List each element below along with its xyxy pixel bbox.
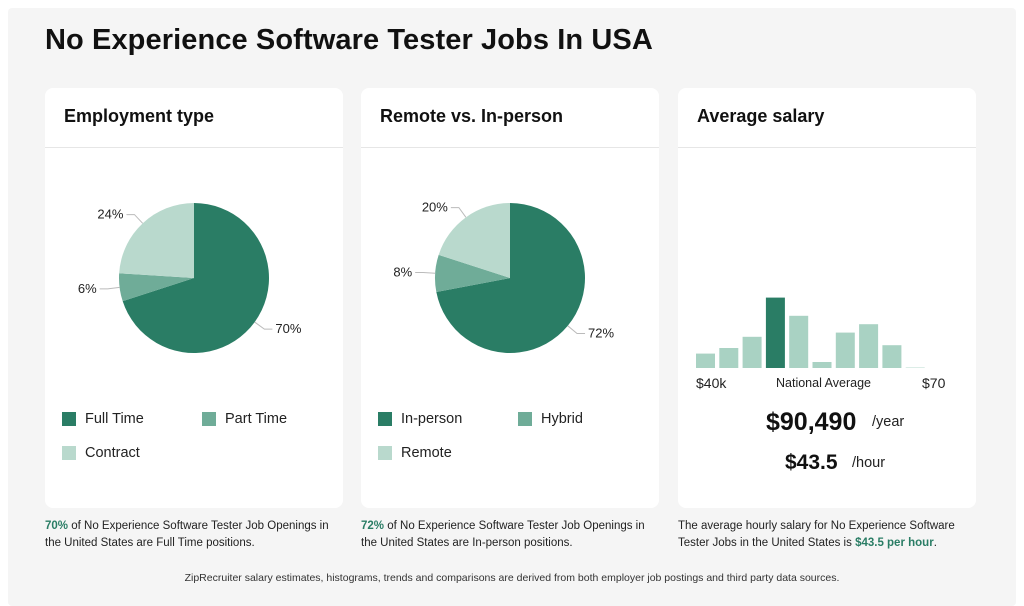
remote-leader-line-1 (415, 272, 436, 274)
legend-remote: Remote (378, 445, 452, 461)
histogram-bar-7 (859, 324, 879, 368)
contract-swatch (62, 446, 76, 460)
histogram-bar-0 (696, 353, 715, 368)
remote-data-label-1: 8% (393, 265, 412, 280)
remote-swatch (378, 446, 392, 460)
employment-slice-full-time (122, 203, 269, 353)
remote-slice-in-person (436, 203, 585, 353)
part-time-swatch (202, 412, 216, 426)
legend-part-time: Part Time (202, 411, 287, 427)
page-title: No Experience Software Tester Jobs In US… (45, 24, 653, 56)
average-salary-heading: Average salary (678, 88, 976, 148)
salary-histogram (696, 297, 925, 368)
remote-description-text: of No Experience Software Tester Job Ope… (361, 520, 645, 549)
histogram-bar-8 (882, 345, 902, 368)
legend-hybrid-label: Hybrid (541, 411, 583, 427)
employment-slice-contract (119, 203, 194, 278)
remote-description-highlight: 72% (361, 520, 385, 532)
yearly-salary-unit: /year (872, 414, 905, 430)
remote-data-label-0: 72% (588, 325, 614, 340)
legend-contract-label: Contract (85, 445, 140, 461)
histogram-bar-4 (789, 315, 809, 368)
histogram-bar-2 (742, 336, 762, 368)
footer-note: ZipRecruiter salary estimates, histogram… (184, 572, 840, 584)
employment-description: 70% of No Experience Software Tester Job… (45, 518, 345, 552)
hourly-salary-unit: /hour (852, 455, 886, 471)
histogram-bar-1 (719, 348, 739, 368)
histogram-mid-label: National Average (776, 376, 871, 390)
legend-full-time: Full Time (62, 411, 144, 427)
employment-leader-line-1 (99, 286, 120, 290)
employment-data-label-2: 24% (97, 207, 123, 222)
legend-full-time-label: Full Time (85, 411, 144, 427)
remote-slice-remote (438, 203, 510, 278)
employment-type-pie-chart: 70% 6% 24% (78, 203, 302, 353)
employment-type-card: Employment type 70% 6% 24% Full Time Part … (45, 88, 343, 508)
salary-description-text: The average hourly salary for No Experie… (678, 520, 955, 549)
remote-vs-inperson-heading: Remote vs. In-person (361, 88, 659, 148)
full-time-swatch (62, 412, 76, 426)
average-salary-card: Average salary $40k National Average $70… (678, 88, 976, 508)
remote-leader-line-0 (567, 325, 586, 334)
legend-part-time-label: Part Time (225, 411, 288, 427)
salary-description: The average hourly salary for No Experie… (678, 518, 968, 552)
yearly-salary-value: $90,490 (766, 408, 857, 436)
in-person-swatch (378, 412, 392, 426)
employment-data-label-1: 6% (78, 281, 97, 296)
histogram-max-label: $70 (922, 375, 946, 391)
legend-in-person-label: In-person (401, 411, 463, 427)
employment-leader-line-0 (254, 321, 273, 330)
employment-data-label-0: 70% (275, 321, 301, 336)
legend-in-person: In-person (378, 411, 462, 427)
hybrid-swatch (518, 412, 532, 426)
employment-description-text: of No Experience Software Tester Job Ope… (45, 520, 329, 549)
employment-leader-line-2 (126, 214, 144, 224)
histogram-min-label: $40k (696, 375, 727, 391)
remote-description: 72% of No Experience Software Tester Job… (361, 518, 661, 552)
employment-description-highlight: 70% (45, 520, 69, 532)
employment-type-heading: Employment type (45, 88, 343, 148)
remote-vs-inperson-pie-chart: 72% 8% 20% (393, 200, 614, 353)
histogram-bar-5 (812, 362, 832, 368)
remote-slice-hybrid (435, 254, 510, 293)
salary-description-end: . (933, 537, 937, 549)
legend-hybrid: Hybrid (518, 411, 583, 427)
salary-description-highlight: $43.5 per hour (855, 537, 934, 549)
remote-leader-line-2 (450, 207, 467, 218)
remote-data-label-2: 20% (422, 200, 448, 215)
hourly-salary-value: $43.5 (785, 451, 838, 474)
legend-contract: Contract (62, 445, 140, 461)
histogram-bar-6 (835, 332, 855, 368)
remote-vs-inperson-card: Remote vs. In-person 72% 8% 20% In-person … (361, 88, 659, 508)
employment-slice-part-time (119, 273, 194, 302)
histogram-bar-3 (765, 297, 785, 368)
legend-remote-label: Remote (401, 445, 452, 461)
